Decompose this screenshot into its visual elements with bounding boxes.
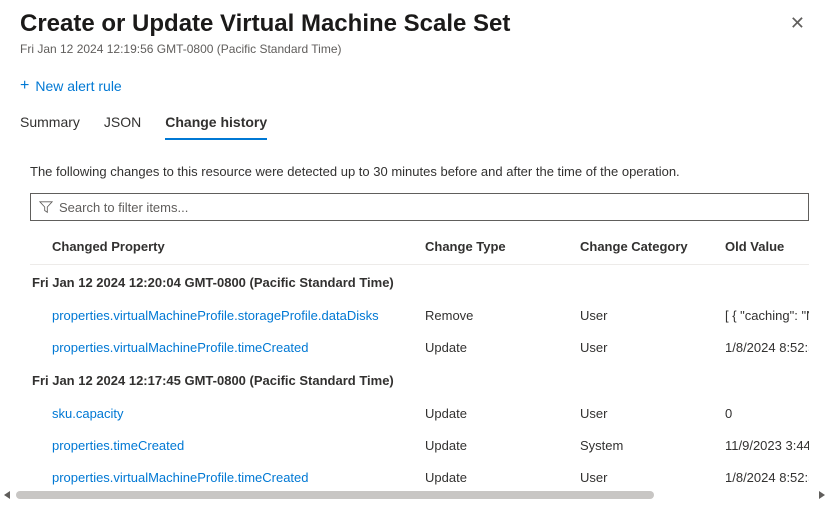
change-category-cell: User	[580, 406, 725, 421]
change-type-cell: Update	[425, 470, 580, 485]
col-header-old-value[interactable]: Old Value	[725, 239, 809, 254]
property-link[interactable]: properties.virtualMachineProfile.timeCre…	[30, 340, 425, 355]
change-type-cell: Update	[425, 340, 580, 355]
change-type-cell: Update	[425, 438, 580, 453]
old-value-cell: 1/8/2024 8:52:58 PM	[725, 340, 809, 355]
change-category-cell: User	[580, 470, 725, 485]
filter-icon	[39, 200, 53, 214]
tab-json[interactable]: JSON	[104, 114, 141, 140]
property-link[interactable]: properties.timeCreated	[30, 438, 425, 453]
old-value-cell: [ { "caching": "None",	[725, 308, 809, 323]
property-link[interactable]: sku.capacity	[30, 406, 425, 421]
table-row[interactable]: properties.virtualMachineProfile.timeCre…	[30, 331, 809, 363]
scroll-thumb[interactable]	[16, 491, 654, 499]
close-button[interactable]: ✕	[786, 10, 809, 36]
horizontal-scrollbar[interactable]	[0, 488, 829, 502]
table-header: Changed Property Change Type Change Cate…	[30, 229, 809, 265]
col-header-category[interactable]: Change Category	[580, 239, 725, 254]
change-category-cell: System	[580, 438, 725, 453]
tabs: Summary JSON Change history	[0, 104, 829, 140]
group-header[interactable]: Fri Jan 12 2024 12:17:45 GMT-0800 (Pacif…	[30, 363, 809, 397]
table-row[interactable]: properties.virtualMachineProfile.storage…	[30, 299, 809, 331]
old-value-cell: 1/8/2024 8:52:58 PM	[725, 470, 809, 485]
change-category-cell: User	[580, 308, 725, 323]
plus-icon: +	[20, 78, 29, 94]
old-value-cell: 11/9/2023 3:44:42 PM	[725, 438, 809, 453]
col-header-property[interactable]: Changed Property	[30, 239, 425, 254]
col-header-type[interactable]: Change Type	[425, 239, 580, 254]
tab-change-history[interactable]: Change history	[165, 114, 267, 140]
table-row[interactable]: sku.capacity Update User 0	[30, 397, 809, 429]
group-header[interactable]: Fri Jan 12 2024 12:20:04 GMT-0800 (Pacif…	[30, 265, 809, 299]
header-timestamp: Fri Jan 12 2024 12:19:56 GMT-0800 (Pacif…	[0, 38, 829, 56]
new-alert-rule-button[interactable]: + New alert rule	[20, 78, 122, 94]
page-title: Create or Update Virtual Machine Scale S…	[20, 10, 510, 38]
tab-summary[interactable]: Summary	[20, 114, 80, 140]
new-alert-rule-label: New alert rule	[35, 78, 121, 94]
info-text: The following changes to this resource w…	[30, 164, 809, 179]
old-value-cell: 0	[725, 406, 809, 421]
table-row[interactable]: properties.timeCreated Update System 11/…	[30, 429, 809, 461]
change-type-cell: Update	[425, 406, 580, 421]
change-category-cell: User	[580, 340, 725, 355]
scroll-left-icon[interactable]	[4, 491, 10, 499]
scroll-right-icon[interactable]	[819, 491, 825, 499]
changes-table: Changed Property Change Type Change Cate…	[30, 229, 809, 493]
search-box[interactable]	[30, 193, 809, 221]
close-icon: ✕	[790, 13, 805, 33]
search-input[interactable]	[59, 200, 800, 215]
property-link[interactable]: properties.virtualMachineProfile.timeCre…	[30, 470, 425, 485]
scroll-track[interactable]	[16, 491, 813, 499]
property-link[interactable]: properties.virtualMachineProfile.storage…	[30, 308, 425, 323]
change-type-cell: Remove	[425, 308, 580, 323]
